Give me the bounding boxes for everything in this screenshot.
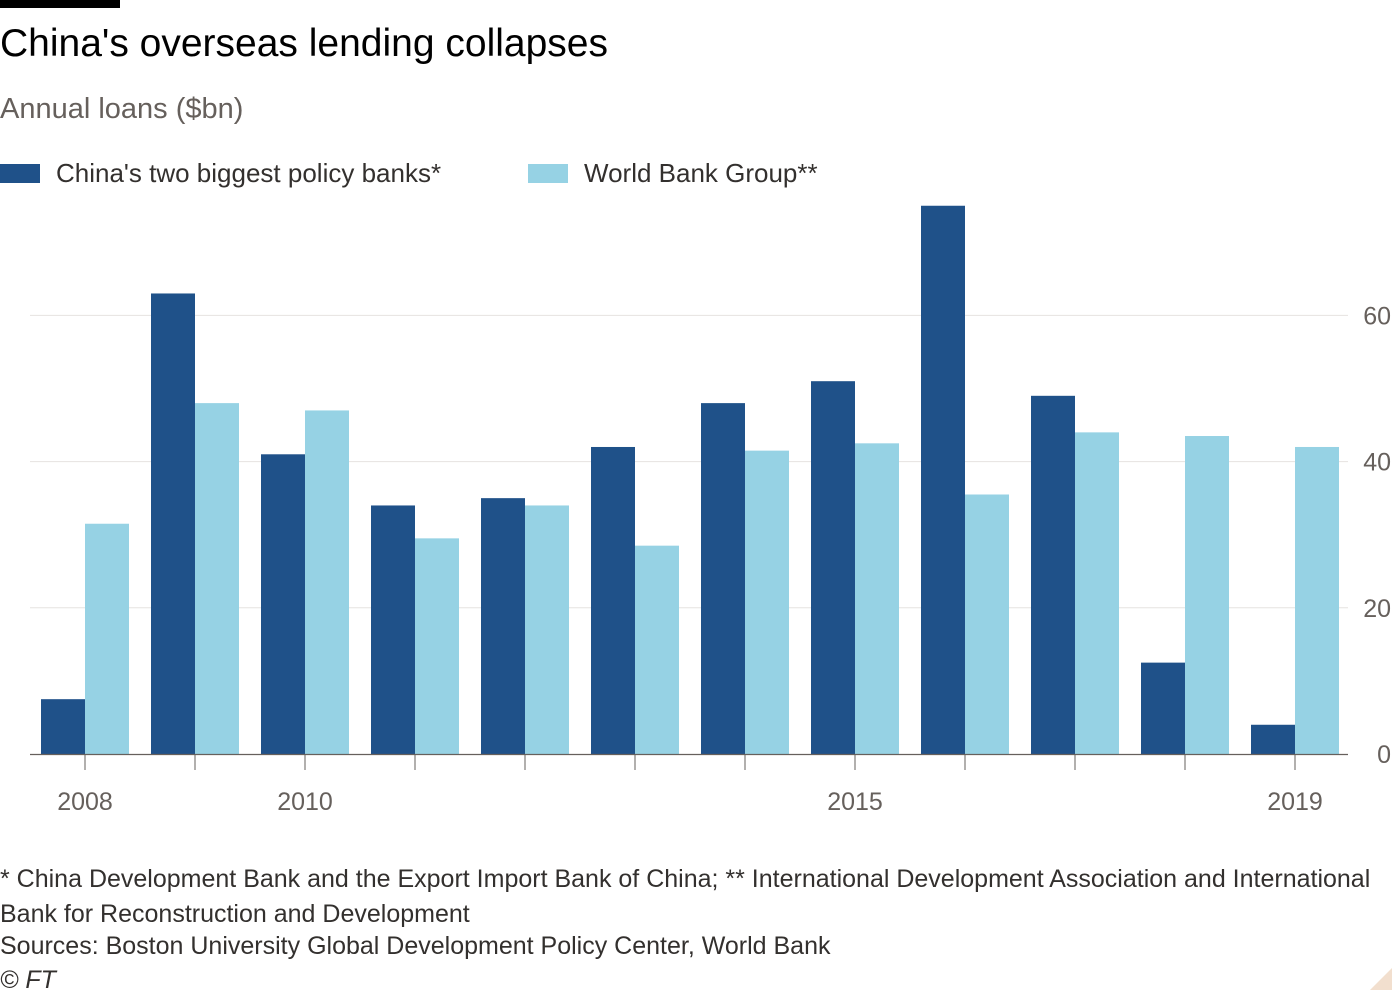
bar-china [811, 381, 855, 754]
top-rule [0, 0, 120, 8]
x-tick-label: 2010 [277, 788, 333, 816]
y-tick-label: 60 [1363, 302, 1391, 330]
bar-china [701, 403, 745, 754]
bar-world-bank [195, 403, 239, 754]
bar-china [1141, 662, 1185, 754]
legend-swatch-world-bank [528, 164, 568, 183]
chart-title: China's overseas lending collapses [0, 22, 608, 65]
legend-swatch-china [0, 164, 40, 183]
sources: Sources: Boston University Global Develo… [0, 932, 831, 960]
bar-world-bank [745, 450, 789, 754]
bar-world-bank [1185, 436, 1229, 754]
x-tick-label: 2015 [827, 788, 883, 816]
bar-china [151, 293, 195, 754]
y-tick-label: 40 [1363, 449, 1391, 477]
bar-china [1031, 395, 1075, 754]
y-tick-label: 0 [1377, 741, 1391, 769]
corner-mark [1370, 968, 1392, 990]
footnote: * China Development Bank and the Export … [0, 865, 1371, 928]
bar-world-bank [305, 410, 349, 754]
bar-china [481, 498, 525, 754]
legend-label-china: China's two biggest policy banks* [56, 158, 442, 188]
bar-world-bank [525, 505, 569, 754]
bar-china [371, 505, 415, 754]
bar-china [1251, 724, 1295, 754]
bar-world-bank [635, 545, 679, 754]
bar-world-bank [1075, 432, 1119, 754]
bar-china [41, 699, 85, 754]
bar-world-bank [85, 523, 129, 754]
bar-world-bank [1295, 446, 1339, 754]
bar-world-bank [415, 538, 459, 754]
chart-subtitle: Annual loans ($bn) [0, 93, 244, 125]
bar-chart: 0 20 40 60 2008 2010 2015 2019 [30, 205, 1391, 816]
bar-world-bank [965, 494, 1009, 754]
x-tick-label: 2008 [57, 788, 113, 816]
legend-label-world-bank: World Bank Group** [584, 158, 818, 188]
bar-china [261, 454, 305, 754]
copyright: © FT [0, 966, 56, 994]
bar-china [921, 205, 965, 754]
bar-world-bank [855, 443, 899, 754]
bar-china [591, 446, 635, 754]
x-tick-label: 2019 [1267, 788, 1323, 816]
y-tick-label: 20 [1363, 595, 1391, 623]
